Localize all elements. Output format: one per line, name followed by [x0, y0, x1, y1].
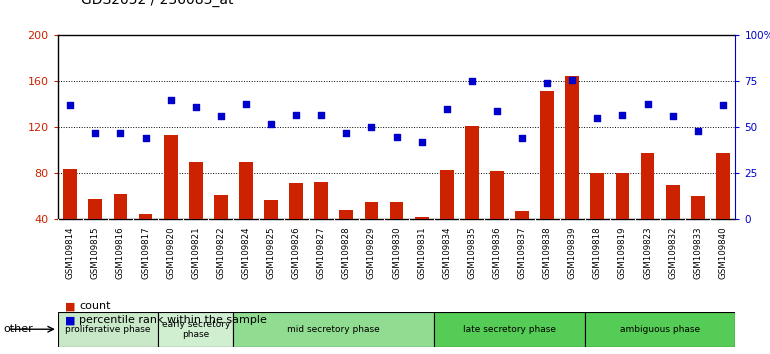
Text: GSM109830: GSM109830: [392, 227, 401, 279]
Bar: [591, 173, 604, 266]
Text: GSM109837: GSM109837: [517, 227, 527, 279]
Text: percentile rank within the sample: percentile rank within the sample: [79, 315, 267, 325]
Bar: [490, 171, 504, 266]
Point: [89, 130, 102, 136]
Text: GSM109817: GSM109817: [141, 227, 150, 279]
Bar: [691, 196, 705, 266]
Bar: [89, 199, 102, 266]
Bar: [114, 194, 127, 266]
Text: other: other: [4, 324, 34, 334]
Point: [114, 130, 126, 136]
Bar: [290, 183, 303, 266]
Text: GSM109840: GSM109840: [718, 227, 728, 279]
Text: GDS2052 / 236083_at: GDS2052 / 236083_at: [81, 0, 233, 7]
Text: GSM109822: GSM109822: [216, 227, 226, 279]
Point: [239, 101, 252, 106]
Text: GSM109814: GSM109814: [65, 227, 75, 279]
Point: [541, 80, 554, 86]
Bar: [415, 217, 429, 266]
Text: GSM109834: GSM109834: [442, 227, 451, 279]
Text: GSM109828: GSM109828: [342, 227, 351, 279]
Point: [490, 108, 503, 114]
Point: [440, 106, 453, 112]
Point: [466, 79, 478, 84]
Point: [315, 112, 327, 118]
Bar: [214, 195, 228, 266]
Point: [591, 115, 604, 121]
Point: [641, 101, 654, 106]
Bar: [440, 170, 454, 266]
Bar: [390, 202, 403, 266]
Point: [265, 121, 277, 127]
Text: GSM109823: GSM109823: [643, 227, 652, 279]
Bar: [58, 312, 158, 347]
Text: ■: ■: [65, 315, 76, 325]
Bar: [314, 182, 328, 266]
Text: GSM109833: GSM109833: [693, 227, 702, 279]
Bar: [666, 185, 679, 266]
Text: GSM109827: GSM109827: [316, 227, 326, 279]
Text: GSM109826: GSM109826: [292, 227, 300, 279]
Point: [340, 130, 353, 136]
Text: GSM109825: GSM109825: [266, 227, 276, 279]
Text: GSM109831: GSM109831: [417, 227, 426, 279]
Bar: [139, 214, 152, 266]
Bar: [541, 91, 554, 266]
Point: [215, 114, 227, 119]
Bar: [158, 312, 233, 347]
Text: GSM109816: GSM109816: [116, 227, 125, 279]
Point: [691, 128, 704, 134]
Bar: [233, 312, 434, 347]
Bar: [615, 173, 629, 266]
Text: GSM109839: GSM109839: [567, 227, 577, 279]
Text: GSM109818: GSM109818: [593, 227, 602, 279]
Bar: [584, 312, 735, 347]
Text: GSM109838: GSM109838: [543, 227, 551, 279]
Text: GSM109836: GSM109836: [493, 227, 501, 279]
Point: [64, 103, 76, 108]
Point: [516, 136, 528, 141]
Point: [566, 77, 578, 82]
Text: mid secretory phase: mid secretory phase: [287, 325, 380, 334]
Bar: [189, 162, 203, 266]
Text: late secretory phase: late secretory phase: [463, 325, 556, 334]
Text: GSM109835: GSM109835: [467, 227, 477, 279]
Text: proliferative phase: proliferative phase: [65, 325, 151, 334]
Point: [717, 103, 729, 108]
Point: [165, 97, 177, 103]
Text: GSM109829: GSM109829: [367, 227, 376, 279]
Text: GSM109824: GSM109824: [242, 227, 250, 279]
Text: GSM109820: GSM109820: [166, 227, 176, 279]
Text: GSM109819: GSM109819: [618, 227, 627, 279]
Point: [390, 134, 403, 139]
Bar: [641, 153, 654, 266]
Point: [667, 114, 679, 119]
Text: GSM109832: GSM109832: [668, 227, 677, 279]
Point: [616, 112, 628, 118]
Bar: [63, 169, 77, 266]
Bar: [515, 211, 529, 266]
Point: [290, 112, 303, 118]
Bar: [716, 153, 730, 266]
Bar: [565, 76, 579, 266]
Point: [365, 125, 377, 130]
Text: ambiguous phase: ambiguous phase: [620, 325, 700, 334]
Bar: [239, 162, 253, 266]
Bar: [364, 202, 378, 266]
Point: [139, 136, 152, 141]
Bar: [434, 312, 584, 347]
Text: GSM109821: GSM109821: [191, 227, 200, 279]
Text: count: count: [79, 301, 111, 311]
Bar: [164, 136, 178, 266]
Bar: [264, 200, 278, 266]
Point: [189, 104, 202, 110]
Bar: [340, 210, 353, 266]
Bar: [465, 126, 479, 266]
Text: ■: ■: [65, 301, 76, 311]
Text: GSM109815: GSM109815: [91, 227, 100, 279]
Text: early secretory
phase: early secretory phase: [162, 320, 230, 339]
Point: [416, 139, 428, 145]
